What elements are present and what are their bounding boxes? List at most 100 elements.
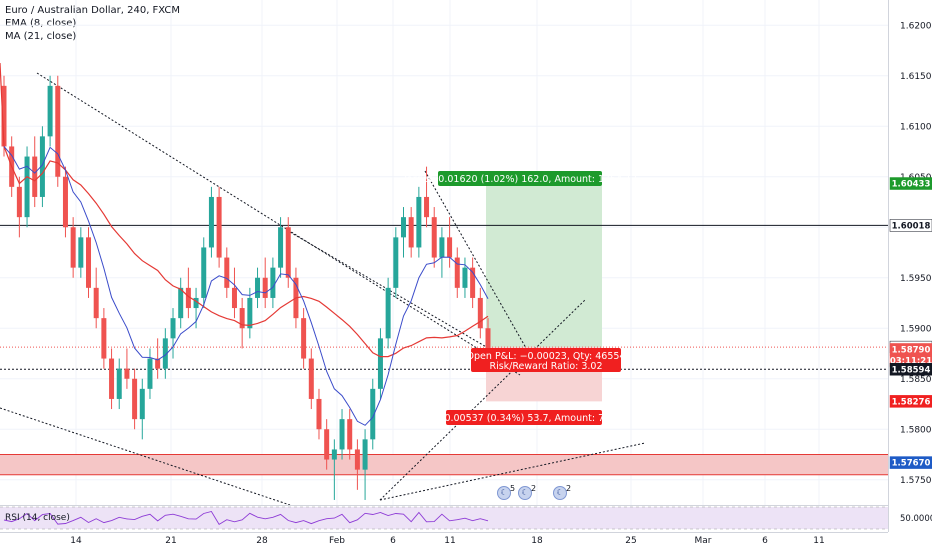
price-tag-label: 1.60433 [892,180,931,190]
candle-body [178,287,184,319]
candle-body [239,308,245,329]
candle [477,287,483,339]
candle-body [147,358,153,389]
candle-body [62,176,68,228]
price-tick: 1.59500 [900,274,932,284]
trend-line [36,72,521,376]
candle-body [247,297,253,329]
candle [239,297,245,349]
candle-body [93,287,99,319]
candle [55,75,61,187]
price-tick: 1.59000 [900,324,932,334]
candle [178,277,184,329]
candle-body [39,136,45,197]
open-pl-label-bg [471,348,621,372]
price-tag-label: 1.58594 [892,365,931,375]
candle [324,419,330,470]
candle-body [86,237,92,288]
earnings-calendar-icon[interactable]: ☾ [497,486,511,500]
rsi-tick: 50.0000 [900,514,932,524]
candle-body [155,358,161,369]
candle-body [470,267,476,298]
price-tick: 1.62000 [900,21,932,31]
candle [308,348,314,410]
candle-body [255,277,261,298]
candle [278,217,284,278]
candle-body [109,358,115,399]
candle-body [101,318,107,359]
candle [431,207,437,268]
price-tag: 1.58790 [889,343,932,356]
candle [39,126,45,208]
price-tick: 1.57500 [900,476,932,486]
candle [370,378,376,450]
price-tag-bg [889,177,932,190]
candle-body [424,196,430,218]
risk-reward-label: Risk/Reward Ratio: 3.02 [489,361,602,372]
target-zone [486,183,602,348]
time-tick: 11 [813,536,824,546]
candle [439,227,445,278]
time-tick: 21 [165,536,176,546]
candle [400,207,406,258]
candle [116,358,122,410]
candle [162,328,168,379]
price-tag-label: 1.60018 [892,221,931,231]
candle-body [385,287,391,339]
candle [316,388,322,440]
candle-body [439,237,445,258]
candle-body [208,196,214,248]
candle-body [231,287,237,309]
candle-body [270,267,276,298]
price-tag-bg [889,219,932,232]
stop-label: Stop: 0.00537 (0.34%) 53.7, Amount: 750.… [417,413,632,424]
candle [385,277,391,349]
candle [101,308,107,369]
candle [132,368,138,430]
candle [285,217,291,288]
time-axis: 14 21 28 Feb 6 11 18 25 Mar 6 11 [70,536,824,546]
earnings-calendar-icon[interactable]: ☾ [518,486,532,500]
candle [32,136,38,208]
candle [109,348,115,410]
candle [86,227,92,298]
candle-body [301,318,307,359]
event-count: 2 [566,484,572,493]
time-tick: 6 [762,536,768,546]
price-tick: 1.61500 [900,72,932,82]
candle-body [193,297,199,309]
time-tick: 6 [390,536,396,546]
chart-grid [0,0,888,530]
event-count: 5 [510,484,516,493]
candle [331,439,337,500]
legend-rsi: RSI (14, close) [5,513,70,523]
candle [155,338,161,379]
candle-body [55,85,61,177]
time-tick: 11 [444,536,455,546]
candle-body [477,297,483,329]
candle-body [324,429,330,460]
candle [301,308,307,369]
candle [208,186,214,258]
target-label-bg [438,171,602,186]
candle [424,166,430,228]
candle [124,348,130,389]
candle-body [170,318,176,339]
candle-body [16,186,22,218]
price-tag: 1.60433 [889,177,932,190]
earnings-calendar-icon[interactable]: ☾ [553,486,567,500]
trend-line [289,231,501,356]
candle-body [485,328,491,349]
ema-line [3,146,489,426]
candle [185,267,191,319]
legend-ema: EMA (8, close) [5,18,77,29]
candle-body [162,338,168,369]
candle-body [362,439,368,470]
candle [255,267,261,309]
candles[interactable] [1,75,491,500]
legend-title: Euro / Australian Dollar, 240, FXCM [5,5,181,16]
candle-body [393,237,399,288]
candle-body [124,368,130,379]
candle-body [408,217,414,248]
